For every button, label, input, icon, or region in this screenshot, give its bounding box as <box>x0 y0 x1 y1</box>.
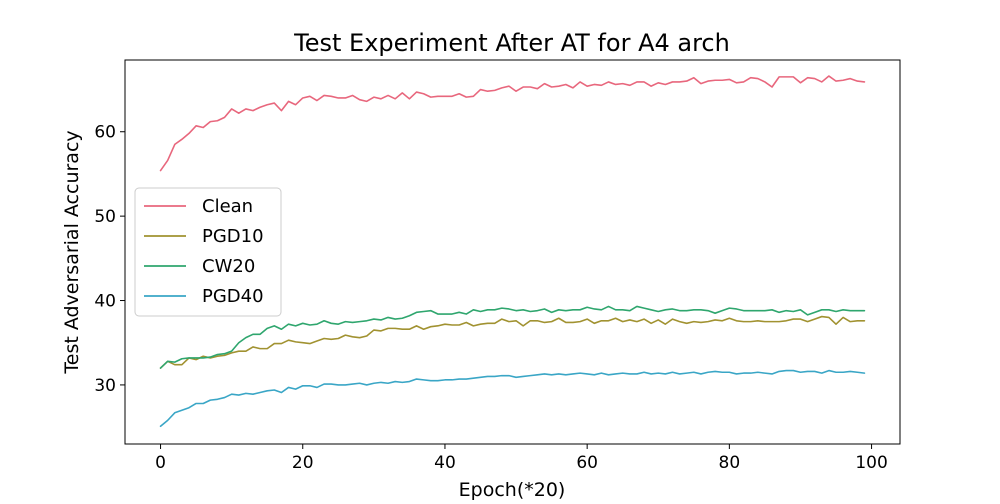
legend: Clean PGD10 CW20 PGD40 <box>134 187 282 317</box>
x-tick-label: 60 <box>576 453 598 473</box>
y-tick-label: 60 <box>94 123 116 143</box>
series-line-clean <box>159 75 866 172</box>
series-line-pgd10 <box>159 315 866 369</box>
legend-box <box>134 187 282 317</box>
axes-frame <box>124 59 901 445</box>
series-line-cw20 <box>159 305 866 369</box>
plot-area <box>159 75 866 428</box>
x-tick-label: 40 <box>434 453 456 473</box>
x-tick-label: 20 <box>292 453 314 473</box>
x-tick-label: 100 <box>855 453 887 473</box>
y-tick-label: 40 <box>94 292 116 312</box>
series-line-pgd40 <box>159 369 866 428</box>
y-tick-label: 30 <box>94 376 116 396</box>
legend-label-pgd40: PGD40 <box>202 286 264 307</box>
y-axis-label: Test Adversarial Accuracy <box>61 130 83 374</box>
legend-label-cw20: CW20 <box>202 256 255 277</box>
legend-label-clean: Clean <box>202 196 253 217</box>
x-axis: 0 20 40 60 80 100 <box>155 444 888 473</box>
y-tick-label: 50 <box>94 207 116 227</box>
y-axis: 30 40 50 60 <box>94 123 125 396</box>
x-axis-label: Epoch(*20) <box>459 479 566 500</box>
legend-label-pgd10: PGD10 <box>202 226 264 247</box>
x-tick-label: 0 <box>155 453 166 473</box>
chart-title: Test Experiment After AT for A4 arch <box>293 29 730 57</box>
x-tick-label: 80 <box>719 453 741 473</box>
